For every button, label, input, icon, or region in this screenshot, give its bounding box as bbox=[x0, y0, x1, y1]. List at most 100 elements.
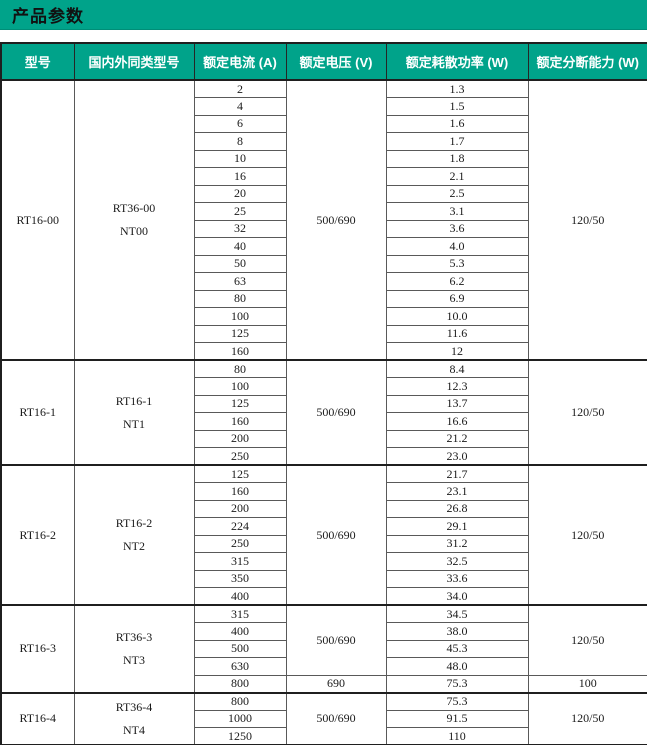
table-row: 400 38.0 bbox=[1, 622, 647, 641]
power-dissipation-cell: 6.9 bbox=[385, 289, 529, 308]
rated-voltage-cell: 690 bbox=[285, 674, 387, 693]
column-header-3: 额定电压 (V) bbox=[285, 42, 387, 81]
power-dissipation-cell: 29.1 bbox=[385, 517, 529, 536]
page-title: 产品参数 bbox=[12, 7, 84, 26]
power-dissipation-cell: 75.3 bbox=[385, 691, 529, 711]
rated-current-cell: 25 bbox=[193, 202, 287, 221]
power-dissipation-cell: 91.5 bbox=[385, 709, 529, 728]
power-dissipation-cell: 12 bbox=[385, 342, 529, 361]
parameters-table: 型号 国内外同类型号 额定电流 (A) 额定电压 (V) 额定耗散功率 (W) 额定分断能… bbox=[0, 42, 647, 745]
table-row: 200 26.8 bbox=[1, 499, 647, 518]
rated-current-cell: 200 bbox=[193, 499, 287, 518]
table-body: RT16-00 RT36-00 NT00 2 500/690 1.3 120/50 4 1.5 6… bbox=[0, 79, 647, 745]
table-row: 630 48.0 bbox=[1, 657, 647, 676]
rated-voltage-cell: 500/690 bbox=[285, 464, 387, 606]
table-row: 200 21.2 bbox=[1, 429, 647, 448]
power-dissipation-cell: 1.7 bbox=[385, 132, 529, 151]
table-row: RT16-2 RT16-2 NT2 125 500/690 21.7 120/50 bbox=[0, 464, 647, 606]
power-dissipation-cell: 32.5 bbox=[385, 552, 529, 571]
table-row: 350 33.6 bbox=[1, 569, 647, 588]
power-dissipation-cell: 31.2 bbox=[385, 534, 529, 553]
rated-voltage-cell: 500/690 bbox=[285, 79, 387, 361]
equivalent-model-line: NT00 bbox=[120, 224, 148, 238]
equivalent-model-line: RT16-2 bbox=[115, 516, 153, 531]
power-dissipation-cell: 21.7 bbox=[385, 464, 529, 483]
column-header-2: 额定电流 (A) bbox=[193, 42, 287, 81]
equivalent-model-line: NT2 bbox=[123, 539, 145, 553]
table-row: 4 1.5 bbox=[1, 97, 647, 116]
breaking-capacity-cell: 120/50 bbox=[527, 359, 647, 466]
rated-current-cell: 200 bbox=[193, 429, 287, 448]
column-header-5: 额定分断能力 (W) bbox=[527, 42, 647, 81]
rated-voltage-cell: 500/690 bbox=[285, 691, 387, 745]
rated-current-cell: 125 bbox=[193, 464, 287, 483]
rated-current-cell: 160 bbox=[193, 482, 287, 501]
rated-current-cell: 315 bbox=[193, 552, 287, 571]
rated-current-cell: 250 bbox=[193, 534, 287, 553]
table-row: RT16-4 RT36-4 NT4 800 500/690 75.3 120/50 bbox=[0, 691, 647, 745]
equivalent-model-line: NT3 bbox=[123, 652, 145, 667]
rated-current-cell: 500 bbox=[193, 639, 287, 658]
power-dissipation-cell: 12.3 bbox=[385, 377, 529, 396]
rated-current-cell: 16 bbox=[193, 167, 287, 186]
model-cell: RT16-2 bbox=[0, 464, 75, 606]
equivalent-model-cell: RT36-00 NT00 bbox=[73, 79, 195, 361]
table-row: 125 13.7 bbox=[1, 394, 647, 413]
rated-current-cell: 250 bbox=[193, 447, 287, 466]
rated-current-cell: 125 bbox=[193, 324, 287, 343]
power-dissipation-cell: 13.7 bbox=[385, 394, 529, 413]
rated-current-cell: 630 bbox=[193, 657, 287, 676]
power-dissipation-cell: 3.1 bbox=[385, 202, 529, 221]
equivalent-model-line: RT16-1 bbox=[115, 393, 153, 408]
breaking-capacity-cell: 120/50 bbox=[527, 691, 647, 745]
rated-current-cell: 315 bbox=[193, 604, 287, 623]
rated-current-cell: 400 bbox=[193, 587, 287, 606]
rated-current-cell: 20 bbox=[193, 184, 287, 203]
rated-current-cell: 40 bbox=[193, 237, 287, 256]
table-row: RT16-1 RT16-1 NT1 80 500/690 8.4 120/50 bbox=[0, 359, 647, 466]
rated-current-cell: 80 bbox=[193, 289, 287, 308]
table-row: 400 34.0 bbox=[1, 587, 647, 606]
power-dissipation-cell: 26.8 bbox=[385, 499, 529, 518]
table-row: 500 45.3 bbox=[1, 639, 647, 658]
power-dissipation-cell: 8.4 bbox=[385, 359, 529, 378]
power-dissipation-cell: 1.6 bbox=[385, 114, 529, 133]
equivalent-model-cell: RT16-2 NT2 bbox=[73, 464, 195, 606]
table-row: 160 23.1 bbox=[1, 482, 647, 501]
rated-current-cell: 350 bbox=[193, 569, 287, 588]
model-cell: RT16-3 bbox=[0, 604, 75, 693]
column-header-4: 额定耗散功率 (W) bbox=[385, 42, 529, 81]
power-dissipation-cell: 45.3 bbox=[385, 639, 529, 658]
rated-voltage-cell: 500/690 bbox=[285, 604, 387, 676]
power-dissipation-cell: 2.1 bbox=[385, 167, 529, 186]
model-cell: RT16-1 bbox=[0, 359, 75, 466]
rated-current-cell: 800 bbox=[193, 691, 287, 711]
rated-current-cell: 100 bbox=[193, 307, 287, 326]
power-dissipation-cell: 110 bbox=[385, 727, 529, 745]
rated-current-cell: 125 bbox=[193, 394, 287, 413]
power-dissipation-cell: 1.5 bbox=[385, 97, 529, 116]
rated-current-cell: 800 bbox=[193, 674, 287, 693]
power-dissipation-cell: 48.0 bbox=[385, 657, 529, 676]
rated-current-cell: 2 bbox=[193, 79, 287, 98]
power-dissipation-cell: 34.0 bbox=[385, 587, 529, 606]
equivalent-model-cell: RT36-3 NT3 bbox=[73, 604, 195, 693]
equivalent-model-line: RT36-3 bbox=[115, 629, 153, 644]
model-cell: RT16-00 bbox=[0, 79, 75, 361]
rated-current-cell: 400 bbox=[193, 622, 287, 641]
rated-current-cell: 6 bbox=[193, 114, 287, 133]
breaking-capacity-cell: 120/50 bbox=[527, 464, 647, 606]
rated-current-cell: 8 bbox=[193, 132, 287, 151]
rated-current-cell: 80 bbox=[193, 359, 287, 378]
power-dissipation-cell: 11.6 bbox=[385, 324, 529, 343]
table-row: 315 32.5 bbox=[1, 552, 647, 571]
column-header-1: 国内外同类型号 bbox=[73, 42, 195, 81]
table-row: 10 1.8 bbox=[1, 149, 647, 168]
equivalent-model-line: RT36-00 bbox=[112, 201, 156, 216]
breaking-capacity-cell: 120/50 bbox=[527, 79, 647, 361]
column-header-0: 型号 bbox=[0, 42, 75, 81]
power-dissipation-cell: 21.2 bbox=[385, 429, 529, 448]
table-row: 100 10.0 bbox=[1, 307, 647, 326]
table-row: 100 12.3 bbox=[1, 377, 647, 396]
table-row: 1000 91.5 bbox=[1, 709, 647, 728]
